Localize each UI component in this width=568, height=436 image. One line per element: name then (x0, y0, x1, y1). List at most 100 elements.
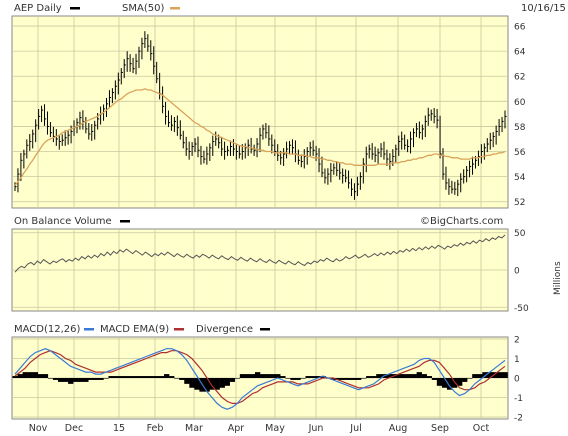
price-bar (469, 160, 472, 178)
macd-legend-swatch (84, 328, 94, 331)
price-bar (167, 110, 171, 128)
y-tick-label: 52 (514, 198, 525, 208)
price-bar (427, 107, 430, 126)
divergence-bar (57, 378, 64, 382)
divergence-bar (340, 378, 347, 380)
obv-grid (12, 229, 508, 311)
price-bar (312, 140, 315, 156)
price-bar (324, 168, 327, 184)
divergence-bar (164, 374, 170, 378)
price-bar (253, 144, 256, 156)
macd-ema-line (14, 350, 506, 404)
price-bar (265, 123, 268, 139)
price-bar (200, 145, 203, 165)
y-tick-label: 62 (514, 73, 525, 83)
price-bar (61, 134, 64, 146)
price-bar (176, 115, 179, 136)
divergence-bar (320, 376, 326, 378)
price-bar (144, 31, 147, 48)
divergence-bar (446, 378, 453, 390)
obv-y-axis: 50 0 -50 (514, 229, 529, 314)
divergence-bar (148, 376, 155, 378)
divergence-bar (219, 378, 225, 388)
obv-units-label: Millions (553, 261, 563, 295)
divergence-bar (113, 376, 119, 378)
price-bar (173, 117, 176, 133)
price-bar (442, 148, 445, 180)
y-tick-label: 66 (514, 23, 526, 33)
divergence-bar (22, 372, 28, 378)
price-bar (26, 139, 29, 159)
divergence-bar (194, 378, 200, 390)
divergence-bar (32, 372, 39, 378)
price-bar (117, 72, 120, 95)
price-bar (297, 149, 300, 165)
price-bar (91, 124, 94, 141)
price-bar (383, 141, 386, 160)
price-bar (106, 97, 109, 118)
divergence-bar (305, 376, 311, 378)
price-bar (286, 141, 289, 159)
price-bar (85, 117, 88, 134)
price-bar (46, 111, 50, 135)
price-bar (359, 172, 362, 190)
y-tick-label: 58 (514, 123, 526, 133)
price-bar (215, 131, 218, 146)
price-bar (451, 180, 454, 194)
divergence-bar (376, 374, 382, 378)
divergence-bar (103, 378, 109, 379)
price-bar (395, 144, 398, 163)
price-bar (147, 34, 150, 52)
price-bar (179, 120, 182, 140)
y-tick-label: -2 (514, 414, 523, 424)
divergence-bar (244, 374, 251, 378)
price-legend-swatch (70, 7, 80, 10)
divergence-bar (487, 372, 493, 378)
price-bar (170, 115, 174, 131)
price-bar (235, 144, 238, 160)
divergence-bar (224, 378, 230, 386)
price-bar (212, 135, 215, 156)
price-bar (327, 168, 330, 185)
price-bar (362, 158, 365, 184)
price-bar (135, 53, 138, 75)
x-tick-label: Apr (228, 423, 245, 434)
price-bar (436, 108, 439, 129)
price-bar (457, 179, 460, 197)
price-bar (498, 119, 501, 136)
price-bar (162, 86, 165, 114)
price-bar (466, 165, 469, 183)
price-bar (185, 136, 188, 156)
price-bar (342, 168, 345, 184)
y-tick-label: 1 (514, 355, 520, 365)
price-bar (23, 149, 26, 169)
y-tick-label: 0 (514, 267, 520, 277)
divergence-bar (93, 378, 99, 380)
price-bar (123, 59, 126, 79)
price-bar (348, 170, 351, 189)
divergence-bar (457, 378, 463, 386)
divergence-legend-swatch (260, 328, 270, 331)
price-bar (94, 120, 97, 140)
macd-ema-label: MACD EMA(9) (100, 324, 169, 335)
price-bar (480, 144, 483, 164)
obv-legend-swatch (120, 220, 130, 223)
price-bar (424, 115, 427, 138)
obv-series (14, 234, 506, 273)
divergence-bar (421, 374, 427, 378)
x-tick-label: May (265, 423, 285, 434)
price-bar (412, 128, 416, 148)
divergence-bar (98, 378, 104, 380)
price-bar (492, 132, 495, 148)
price-bar (418, 121, 421, 139)
divergence-bar (254, 372, 261, 378)
price-bar (439, 115, 442, 159)
x-tick-label: Feb (147, 423, 164, 434)
divergence-bar (441, 378, 448, 388)
divergence-bar (492, 372, 498, 378)
price-bar (386, 149, 389, 166)
y-tick-label: 64 (514, 48, 526, 58)
divergence-bar (386, 374, 392, 378)
divergence-bar (350, 378, 357, 380)
